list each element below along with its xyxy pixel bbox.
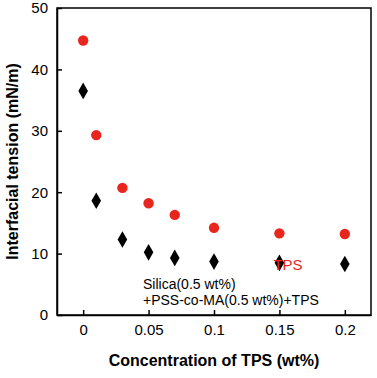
tick: 0.1 — [204, 310, 225, 338]
tick: 0 — [79, 310, 87, 338]
tick-mark — [345, 310, 347, 315]
tick: 50 — [31, 0, 62, 16]
tick-label: 30 — [31, 122, 48, 139]
tick-label: 10 — [31, 245, 48, 262]
y-axis: 0 10 20 30 40 50 — [31, 0, 62, 323]
point — [118, 231, 128, 248]
series-label-line: TPS — [273, 256, 302, 273]
point — [209, 253, 219, 270]
tick-label: 0.1 — [204, 321, 225, 338]
tick-label: 20 — [31, 184, 48, 201]
tick-label: 50 — [31, 0, 48, 16]
points — [78, 35, 350, 272]
tick-label: 0.15 — [265, 321, 294, 338]
tick-label: 0 — [40, 306, 48, 323]
tick-mark — [279, 310, 281, 315]
x-axis-title: Concentration of TPS (wt%) — [109, 352, 320, 369]
point — [170, 210, 180, 220]
tick-mark — [57, 315, 62, 317]
tick: 10 — [31, 245, 62, 262]
tick-label: 40 — [31, 61, 48, 78]
tick-mark — [57, 192, 62, 194]
point — [143, 198, 153, 208]
tick-mark — [148, 310, 150, 315]
tick-mark — [57, 131, 62, 133]
plot: 0 0.05 0.1 0.15 0.2 0 10 20 30 40 50 — [31, 0, 371, 338]
point — [209, 223, 219, 233]
plot-frame — [57, 8, 371, 315]
tick: 0 — [40, 306, 62, 323]
tick-label: 0.05 — [134, 321, 163, 338]
point — [91, 130, 101, 140]
tick-mark — [214, 310, 216, 315]
y-axis-title: Interfacial tension (mN/m) — [4, 63, 21, 259]
axis-line — [57, 9, 59, 316]
point — [78, 83, 88, 100]
series-label-line: Silica(0.5 wt%) — [143, 276, 236, 292]
point — [117, 183, 127, 193]
chart: 0 0.05 0.1 0.15 0.2 0 10 20 30 40 50 Concentration … — [0, 0, 377, 378]
tick-label: 0 — [79, 321, 87, 338]
tick-mark — [57, 8, 62, 10]
tick-mark — [57, 253, 62, 255]
point — [78, 35, 88, 45]
point — [144, 244, 154, 261]
point — [340, 229, 350, 239]
tick-mark — [57, 69, 62, 71]
tick-mark — [83, 310, 85, 315]
x-axis: 0 0.05 0.1 0.15 0.2 — [58, 310, 372, 338]
point — [340, 256, 350, 273]
tick: 30 — [31, 122, 62, 139]
tick: 0.05 — [134, 310, 163, 338]
series-label: TPS — [273, 256, 302, 273]
point — [274, 228, 284, 238]
tick: 40 — [31, 61, 62, 78]
series-label: Silica(0.5 wt%)+PSS-co-MA(0.5 wt%)+TPS — [143, 276, 319, 308]
tick-label: 0.2 — [335, 321, 356, 338]
point — [170, 250, 180, 267]
point — [91, 192, 101, 209]
tick: 0.2 — [335, 310, 356, 338]
tick: 0.15 — [265, 310, 294, 338]
tick: 20 — [31, 184, 62, 201]
series-label-line: +PSS-co-MA(0.5 wt%)+TPS — [143, 292, 319, 308]
